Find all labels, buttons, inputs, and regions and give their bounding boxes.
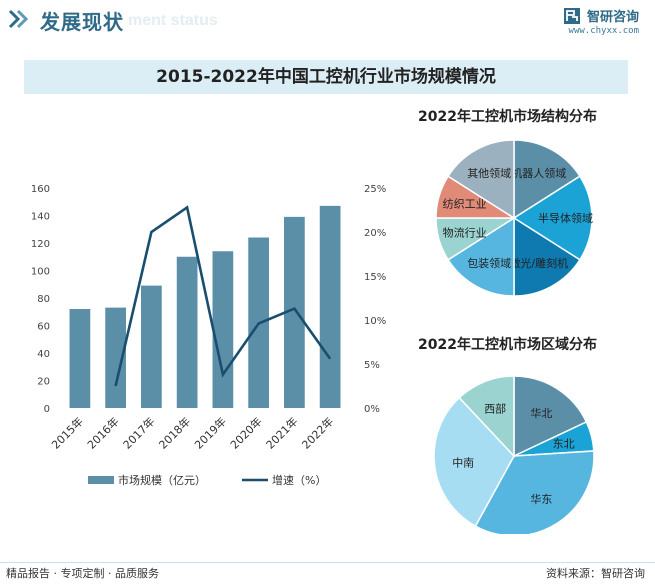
brand-name: 智研咨询 (586, 10, 639, 25)
bar (69, 309, 91, 408)
page-title: 发展现状 (40, 10, 124, 34)
pie-region-title: 2022年工控机市场区域分布 (418, 337, 597, 353)
legend-bar-label: 市场规模（亿元） (118, 473, 206, 487)
pie-slice-label: 机器人领域 (511, 166, 566, 180)
bar (284, 216, 305, 408)
header-subtitle-watermark: ment status (128, 12, 218, 29)
pie-slice-label: 中南 (452, 456, 474, 469)
pie-slice (447, 216, 515, 297)
pie-slice-label: 其他领域 (467, 167, 511, 180)
right-axis-tick: 25% (364, 184, 386, 195)
legend-bar-swatch (88, 476, 114, 484)
left-axis-tick: 40 (37, 349, 50, 360)
pie-slice (513, 375, 588, 458)
footer-slogan: 精品报告 · 专项定制 · 品质服务 (6, 567, 159, 580)
left-axis-tick: 80 (37, 294, 50, 305)
x-axis-tick: 2015年 (49, 414, 86, 451)
x-axis-tick: 2022年 (299, 414, 336, 451)
pie-slice (512, 175, 593, 261)
pie-slice (513, 216, 581, 297)
bar (176, 256, 198, 408)
x-axis-tick: 2021年 (263, 414, 300, 451)
left-axis-tick: 140 (31, 212, 50, 223)
bar (319, 205, 341, 408)
pie-slice-label: 西部 (484, 401, 506, 415)
footer-source: 资料来源：智研咨询 (546, 567, 645, 580)
chart-title-banner: 2015-2022年中国工控机行业市场规模情况 (24, 60, 628, 94)
main-chart-title: 2015-2022年中国工控机行业市场规模情况 (156, 67, 496, 87)
brand-block: 智研咨询 www.chyxx.com (563, 6, 639, 36)
pie-slice (447, 140, 515, 220)
legend-line-label: 增速（%） (272, 473, 326, 487)
growth-line (114, 205, 332, 387)
pie-slice-label: 华北 (530, 406, 552, 420)
x-axis-tick: 2019年 (192, 414, 229, 451)
left-axis-tick: 0 (44, 404, 50, 415)
brand-url: www.chyxx.com (568, 26, 639, 36)
pie-slice (474, 450, 595, 534)
pie-slice-label: 物流行业 (443, 225, 487, 239)
left-axis-tick: 120 (31, 239, 50, 250)
right-axis-tick: 10% (364, 316, 386, 327)
pie-slice-label: 包装领域 (467, 257, 511, 270)
left-axis-tick: 100 (31, 267, 50, 278)
chevron-double-icon (8, 9, 29, 29)
x-axis-tick: 2017年 (120, 414, 157, 451)
left-axis-tick: 160 (31, 184, 50, 195)
x-axis-tick: 2020年 (227, 414, 264, 451)
pie-structure-title: 2022年工控机市场结构分布 (418, 109, 597, 125)
market-size-combo-chart: 0 20 40 60 80 100 120 140 160 0% 5% 10% 15% 20% 25% 201… (31, 184, 386, 487)
left-axis-tick: 60 (37, 322, 50, 333)
right-axis-tick: 5% (364, 360, 380, 371)
right-axis-tick: 15% (364, 272, 386, 283)
pie-slice-label: 东北 (553, 437, 575, 450)
x-axis-tick: 2018年 (156, 414, 193, 451)
pie-slice-label: 华东 (530, 492, 552, 506)
footer-divider (0, 562, 655, 563)
pie-slice-label: 半导体领域 (538, 211, 593, 225)
bar (212, 251, 234, 408)
pie-slice-label: 激光/雕刻机 (509, 256, 568, 270)
right-axis-tick: 20% (364, 228, 386, 239)
pie-slice (513, 140, 581, 220)
right-axis-tick: 0% (364, 404, 380, 415)
pie-slice (458, 375, 515, 458)
brand-logo-icon (563, 7, 580, 24)
pie-slice-label: 纺织工业 (443, 197, 487, 211)
bar (141, 285, 162, 408)
x-axis-tick: 2016年 (84, 414, 121, 451)
pie-slice (433, 396, 515, 528)
left-axis-tick: 20 (37, 377, 50, 388)
bar (105, 307, 126, 408)
